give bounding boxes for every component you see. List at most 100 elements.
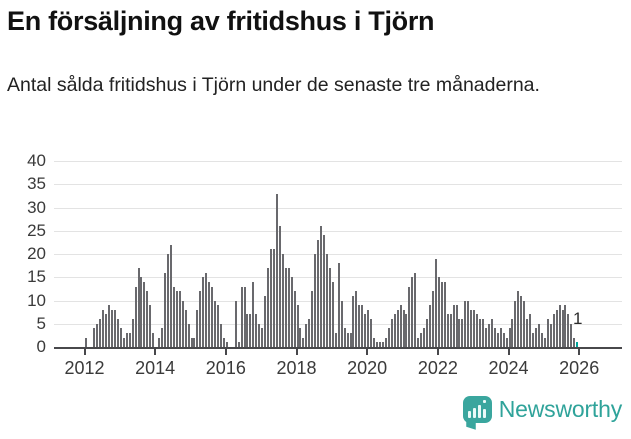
bar (311, 291, 314, 347)
bar (278, 226, 281, 347)
bar (367, 309, 370, 347)
bar (272, 249, 275, 347)
bar (493, 328, 496, 347)
bar (234, 300, 237, 347)
bar (461, 319, 464, 347)
x-axis-tick-2018 (295, 349, 298, 355)
bar (499, 328, 502, 347)
bar (364, 314, 367, 347)
bar (452, 305, 455, 347)
bar (211, 286, 214, 347)
x-axis-label-2012: 2012 (64, 358, 105, 378)
last-value-annotation: 1 (573, 309, 583, 328)
bar (449, 314, 452, 347)
bar (199, 291, 202, 347)
bar (535, 328, 538, 347)
bar (169, 244, 172, 347)
bar (281, 254, 284, 347)
bar (113, 309, 116, 347)
bar (408, 286, 411, 347)
bar (502, 333, 505, 347)
bar (119, 328, 122, 347)
bar (455, 305, 458, 347)
gridline-y25 (54, 230, 622, 232)
bar (243, 286, 246, 347)
bar (287, 267, 290, 347)
bar (490, 319, 493, 347)
bar (214, 300, 217, 347)
bar (440, 281, 443, 347)
bar (340, 300, 343, 347)
bar (434, 258, 437, 347)
bar (443, 281, 446, 347)
bar (293, 291, 296, 347)
bar (411, 277, 414, 347)
bar (96, 323, 99, 347)
bar (405, 314, 408, 347)
bar (152, 333, 155, 347)
gridline-y35 (54, 184, 622, 186)
bar (484, 328, 487, 347)
bar (270, 249, 272, 347)
x-axis-label-2022: 2022 (417, 358, 458, 378)
bar (567, 314, 570, 347)
chart-subtitle: Antal sålda fritidshus i Tjörn under de … (7, 74, 540, 96)
bar (381, 342, 384, 347)
bar (378, 342, 381, 347)
bar (473, 309, 476, 347)
bar (122, 337, 125, 347)
bar (549, 323, 552, 347)
x-axis-tick-2026 (578, 349, 581, 355)
bar (426, 319, 429, 347)
x-axis-tick-2024 (507, 349, 510, 355)
bar (237, 342, 240, 347)
bar-highlight-latest (576, 342, 579, 347)
bar (390, 319, 393, 347)
y-axis-label-30: 30 (27, 197, 46, 217)
x-axis-line (54, 347, 622, 349)
bar (387, 328, 390, 347)
bar (222, 337, 225, 347)
bar (108, 305, 111, 347)
x-axis-label-2014: 2014 (135, 358, 176, 378)
bar-chart-speech-bubble-icon (462, 396, 492, 430)
bar (143, 281, 146, 347)
bar (190, 337, 193, 347)
bar (396, 309, 399, 347)
bar (261, 328, 264, 347)
bar (564, 305, 567, 347)
bar (164, 272, 166, 347)
bar (323, 235, 326, 347)
bar (149, 305, 152, 347)
bar (470, 309, 473, 347)
bar (196, 309, 199, 347)
bar (479, 319, 482, 347)
bar (205, 272, 208, 347)
x-axis-label-2020: 2020 (347, 358, 388, 378)
bar (537, 323, 540, 347)
x-axis-tick-2022 (436, 349, 439, 355)
bar (570, 323, 573, 347)
bar (296, 305, 299, 347)
bar (431, 291, 434, 347)
bar (181, 300, 184, 347)
bar (193, 337, 196, 347)
bar (384, 337, 387, 347)
x-axis-tick-2020 (366, 349, 369, 355)
bar (219, 323, 222, 347)
gridline-y40 (54, 161, 622, 162)
bar (337, 263, 340, 347)
bar (111, 309, 113, 347)
bar (166, 254, 169, 347)
y-axis-label-35: 35 (27, 174, 46, 194)
bar (225, 342, 228, 347)
bar (393, 314, 396, 347)
gridline-y20 (54, 254, 622, 255)
bar (420, 333, 423, 347)
bar (464, 300, 467, 347)
bar (158, 337, 161, 347)
bar (134, 286, 137, 347)
newsworthy-logo[interactable]: Newsworthy (462, 396, 622, 430)
y-axis-label-15: 15 (27, 267, 46, 287)
